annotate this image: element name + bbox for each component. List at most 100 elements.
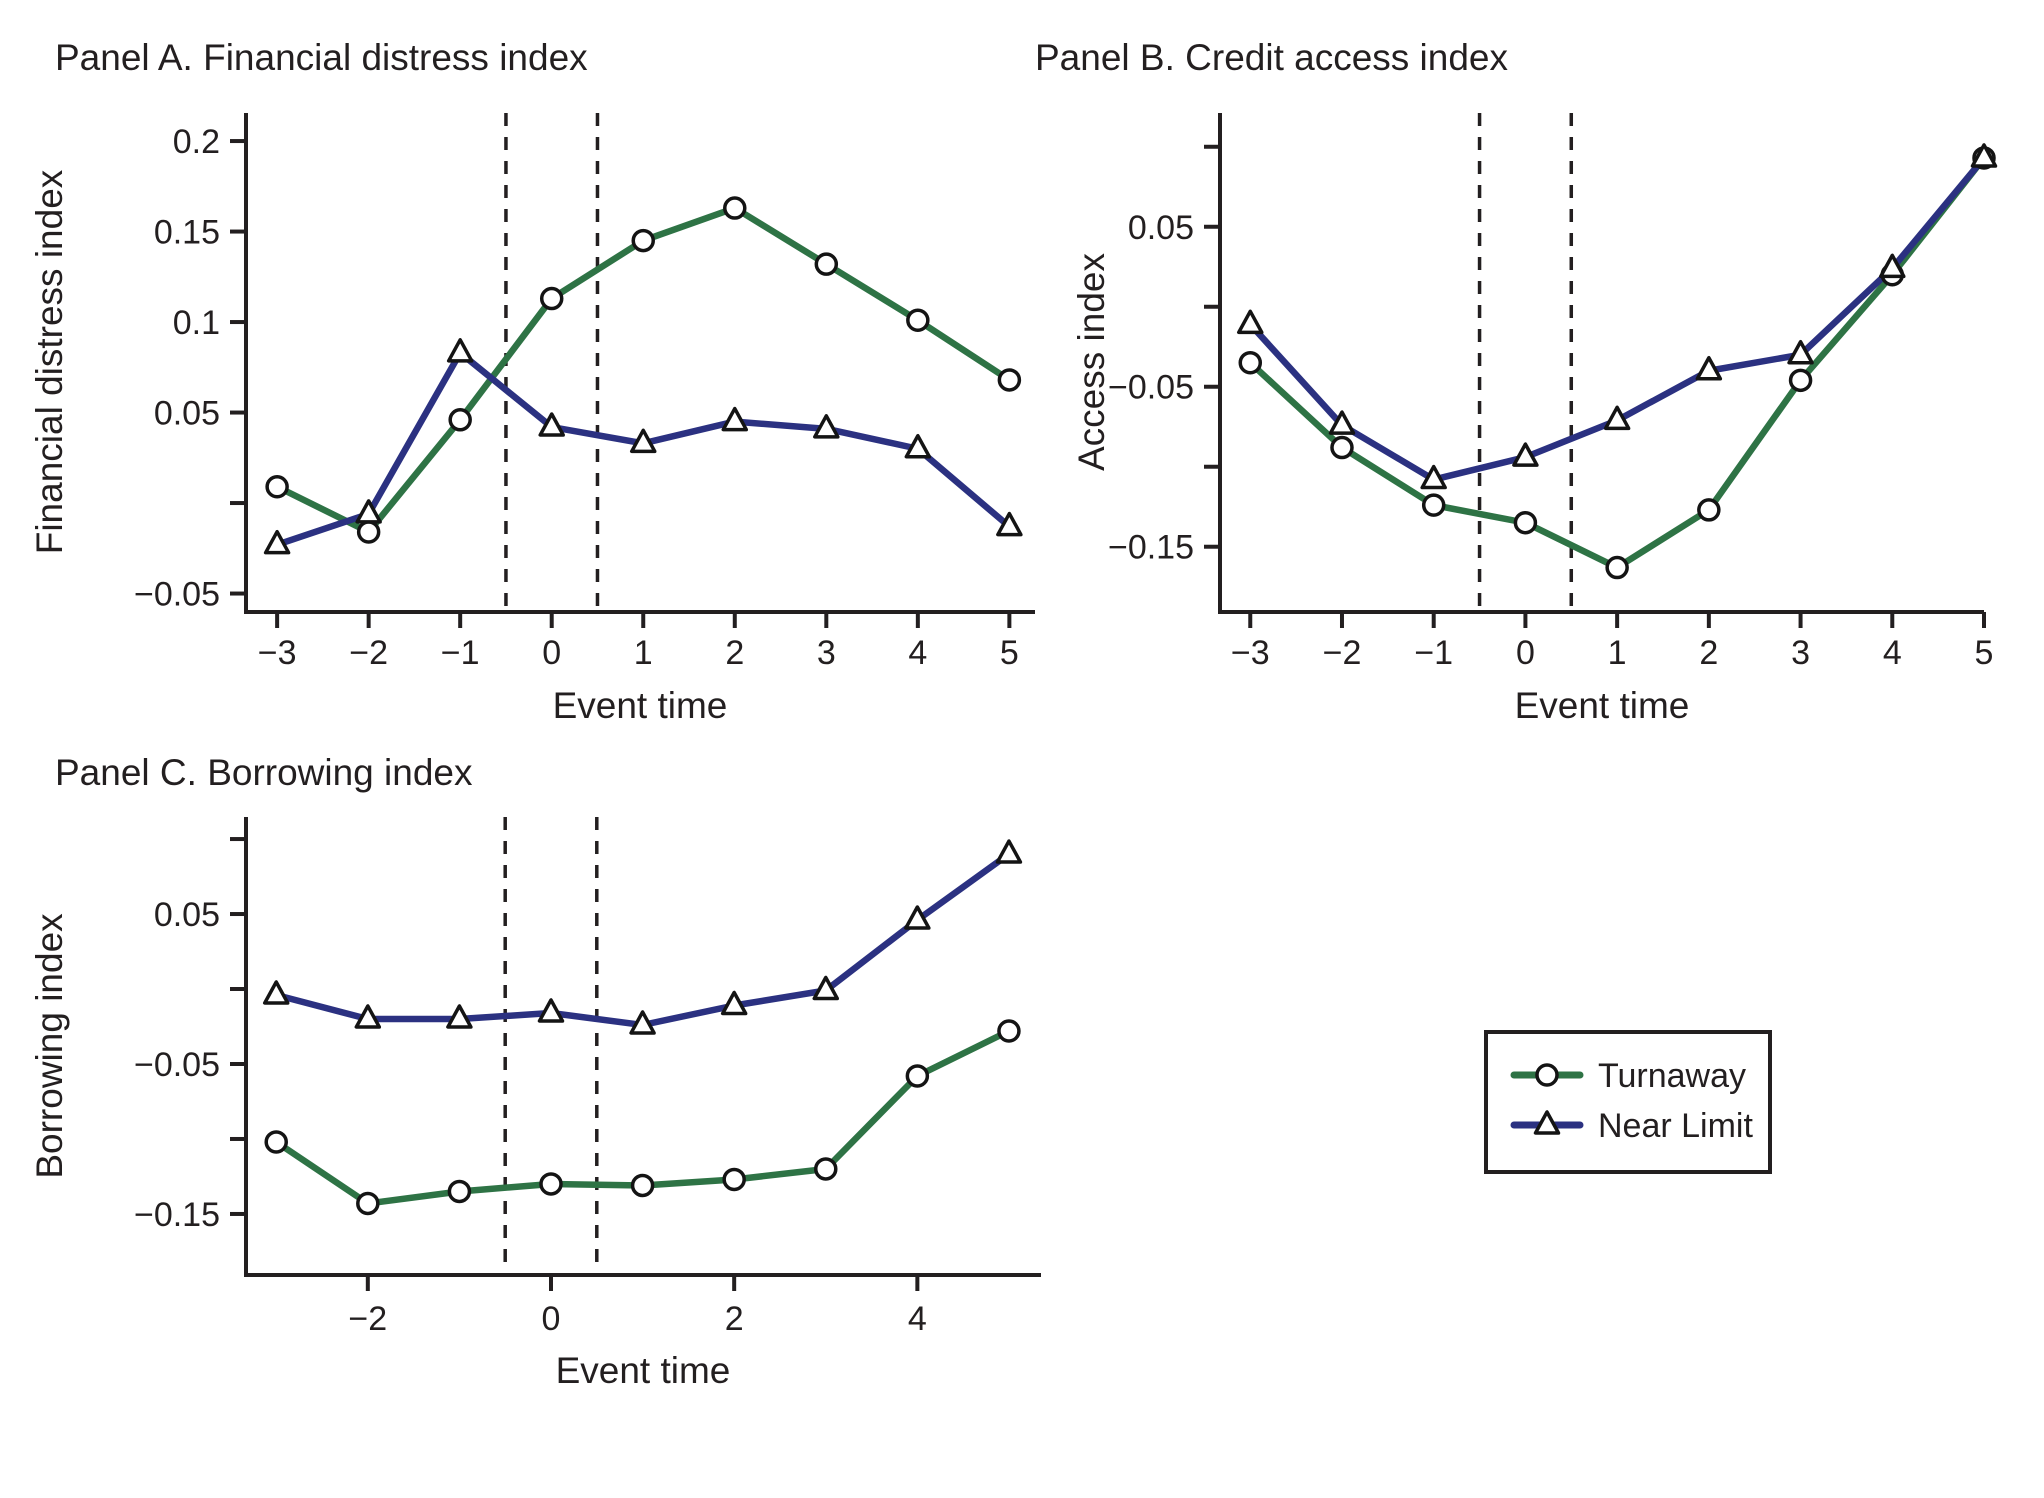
near-limit-triangle-marker bbox=[1695, 355, 1723, 381]
turnaway-circle-marker bbox=[539, 286, 564, 311]
turnaway-circle-marker bbox=[356, 1191, 380, 1216]
turnaway-circle-marker bbox=[1788, 368, 1813, 393]
circle-icon bbox=[1535, 1063, 1559, 1087]
near-limit-triangle-marker bbox=[1420, 464, 1447, 490]
panel-c: 0.05 −0.05 −0.15 −2 0 2 4 Panel C. Borrowing in… bbox=[29, 752, 1041, 1391]
turnaway-circle-marker bbox=[997, 368, 1022, 392]
y-tick-label: −0.05 bbox=[134, 576, 220, 614]
near-limit-triangle-marker bbox=[262, 980, 290, 1005]
x-tick-label: −2 bbox=[348, 1300, 387, 1338]
near-limit-triangle-marker bbox=[812, 975, 840, 1001]
near-limit-triangle-marker bbox=[446, 338, 474, 363]
x-tick-label: 4 bbox=[1883, 634, 1902, 672]
legend-box: Turnaway Near Limit bbox=[1484, 1030, 1772, 1174]
y-tick-label: −0.05 bbox=[1108, 369, 1194, 407]
turnaway-circle-marker bbox=[906, 308, 930, 332]
near-limit-line-panel-c bbox=[272, 850, 1013, 1029]
turnaway-circle-marker bbox=[905, 1064, 930, 1088]
x-tick-label: 0 bbox=[542, 1300, 561, 1338]
near-limit-triangle-marker bbox=[538, 412, 565, 437]
panel-b: 0.05 −0.05 −0.15 −3 −2 −1 0 1 2 3 4 5 Panel B. Credi… bbox=[1035, 37, 1998, 726]
turnaway-line-panel-b bbox=[1247, 154, 1988, 571]
near-limit-triangle-marker bbox=[1237, 309, 1264, 335]
turnaway-circle-marker bbox=[1330, 435, 1354, 460]
turnaway-circle-marker bbox=[447, 1179, 472, 1204]
near-limit-triangle-marker bbox=[995, 839, 1023, 864]
near-limit-triangle-marker bbox=[720, 990, 748, 1016]
x-tick-label: 1 bbox=[1608, 634, 1627, 672]
y-tick-label: 0.05 bbox=[154, 395, 220, 433]
near-limit-triangle-marker bbox=[1603, 405, 1631, 431]
legend-label: Near Limit bbox=[1598, 1107, 1753, 1145]
legend-label: Turnaway bbox=[1598, 1057, 1746, 1095]
turnaway-circle-marker bbox=[265, 475, 289, 499]
y-tick-label: −0.15 bbox=[1108, 529, 1194, 567]
near-limit-triangle-marker bbox=[1970, 143, 1998, 168]
turnaway-circle-marker bbox=[631, 228, 655, 253]
x-tick-label: 4 bbox=[908, 634, 927, 672]
y-axis-label: Borrowing index bbox=[29, 913, 70, 1179]
panel-b-title: Panel B. Credit access index bbox=[1035, 37, 1509, 78]
turnaway-circle-marker bbox=[1421, 493, 1446, 517]
legend-item-turnaway: Turnaway bbox=[1510, 1057, 1746, 1095]
near-limit-triangle-marker bbox=[1512, 442, 1539, 467]
near-limit-triangle-marker bbox=[1328, 410, 1356, 435]
near-limit-triangle-marker bbox=[1787, 339, 1814, 365]
near-limit-triangle-marker bbox=[629, 1010, 656, 1035]
near-limit-triangle-marker bbox=[355, 499, 382, 524]
panel-c-title: Panel C. Borrowing index bbox=[55, 752, 473, 793]
near-limit-triangle-marker bbox=[904, 905, 931, 930]
y-axis-label: Access index bbox=[1071, 253, 1112, 471]
x-tick-label: −2 bbox=[1323, 634, 1362, 672]
turnaway-circle-marker bbox=[264, 1130, 288, 1154]
y-tick-label: 0.15 bbox=[154, 214, 220, 252]
x-tick-label: −3 bbox=[1231, 634, 1270, 672]
turnaway-circle-marker bbox=[1513, 510, 1538, 535]
panel-a-title: Panel A. Financial distress index bbox=[55, 37, 588, 78]
panel-a: 0.2 0.15 0.1 0.05 −0.05 −3 −2 −1 0 1 2 3 4 5 Panel A. … bbox=[29, 37, 1035, 726]
near-limit-triangle-marker bbox=[721, 406, 749, 432]
near-limit-line-panel-b bbox=[1247, 154, 1988, 483]
x-tick-label: 2 bbox=[725, 1300, 744, 1338]
near-limit-triangle-marker bbox=[263, 529, 291, 555]
turnaway-circle-marker bbox=[539, 1172, 563, 1196]
y-tick-label: 0.05 bbox=[154, 896, 220, 934]
y-tick-label: −0.15 bbox=[134, 1196, 220, 1234]
near-limit-triangle-marker bbox=[1879, 253, 1906, 279]
turnaway-circle-marker bbox=[356, 520, 381, 544]
y-tick-label: −0.05 bbox=[134, 1046, 220, 1084]
y-tick-label: 0.05 bbox=[1128, 209, 1194, 247]
x-tick-label: 2 bbox=[725, 634, 744, 672]
turnaway-circle-marker bbox=[1697, 498, 1721, 522]
x-tick-label: −1 bbox=[1414, 634, 1453, 672]
y-tick-label: 0.2 bbox=[173, 123, 220, 161]
near-limit-triangle-marker bbox=[537, 998, 565, 1023]
turnaway-circle-marker bbox=[997, 1019, 1021, 1043]
x-tick-label: −1 bbox=[441, 634, 480, 672]
legend-item-near-limit: Near Limit bbox=[1510, 1107, 1753, 1145]
turnaway-circle-marker bbox=[723, 196, 747, 220]
x-tick-label: 5 bbox=[1000, 634, 1019, 672]
x-tick-label: 1 bbox=[634, 634, 653, 672]
turnaway-circle-marker bbox=[1238, 350, 1263, 375]
near-limit-triangle-marker bbox=[996, 511, 1023, 537]
near-limit-triangle-marker bbox=[904, 433, 932, 459]
x-axis-label: Event time bbox=[1515, 685, 1690, 726]
x-tick-label: 3 bbox=[817, 634, 836, 672]
x-tick-label: 0 bbox=[542, 634, 561, 672]
x-tick-label: −2 bbox=[349, 634, 388, 672]
turnaway-circle-marker bbox=[448, 408, 472, 432]
x-axis-label: Event time bbox=[556, 1350, 731, 1391]
x-tick-label: 2 bbox=[1699, 634, 1718, 672]
turnaway-circle-marker bbox=[722, 1167, 746, 1192]
x-tick-label: 0 bbox=[1516, 634, 1535, 672]
near-limit-triangle-marker bbox=[813, 414, 840, 439]
y-tick-label: 0.1 bbox=[173, 304, 220, 342]
near-limit-triangle-marker bbox=[629, 428, 657, 454]
near-limit-triangle-marker bbox=[446, 1004, 473, 1029]
legend-border bbox=[1484, 1030, 1772, 1174]
x-axis-label: Event time bbox=[553, 685, 728, 726]
turnaway-circle-marker bbox=[814, 1157, 838, 1181]
